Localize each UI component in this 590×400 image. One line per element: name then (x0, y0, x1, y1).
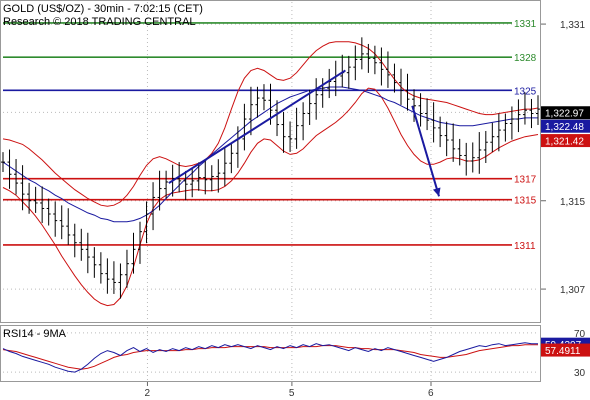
level-label-bg (512, 84, 540, 97)
level-label-bg (512, 172, 540, 185)
rsi-tick-label: 30 (574, 368, 586, 379)
level-label-1315: 1315 (514, 196, 537, 207)
trendline (168, 69, 346, 184)
rsi-box-bg (541, 343, 590, 357)
level-label-bg (512, 51, 540, 64)
y-tick-label: 1,331 (560, 20, 585, 31)
price-box-bg (541, 119, 590, 133)
forecast-arrow (411, 105, 440, 197)
chart-title: GOLD (US$/OZ) - 30min - 7:02:15 (CET) (3, 3, 203, 15)
level-label-1331: 1331 (514, 19, 537, 30)
level-label-1325: 1325 (514, 86, 537, 97)
rsi-tick-label: 70 (574, 329, 586, 340)
rsi-title: RSI14 - 9MA (3, 328, 67, 340)
bollinger-lower-line (2, 87, 539, 307)
bollinger-upper-line (2, 41, 539, 207)
level-label-1328: 1328 (514, 53, 537, 64)
price-box-label-0: 1,322.97 (545, 109, 584, 120)
level-label-bg (512, 16, 540, 29)
research-credit: Research © 2018 TRADING CENTRAL (3, 16, 196, 28)
level-label-1311: 1311 (514, 241, 536, 252)
level-label-bg (512, 238, 540, 251)
forecast-arrow-head (432, 187, 441, 197)
rsi-ma-line (2, 344, 538, 370)
x-tick-label: 6 (428, 388, 434, 399)
level-label-1317: 1317 (514, 175, 537, 186)
price-box-label-1: 1,322.48 (545, 122, 584, 133)
level-label-bg (512, 193, 540, 206)
x-tick-label: 5 (289, 388, 295, 399)
rsi-line (2, 342, 538, 373)
main-plot-frame (0, 0, 541, 323)
rsi-box-label-1: 57.4911 (545, 346, 581, 357)
rsi-plot-frame (0, 325, 541, 382)
y-tick-label: 1,315 (560, 197, 585, 208)
price-box-bg (541, 106, 590, 120)
y-tick-label: 1,307 (560, 285, 585, 296)
price-box-bg (541, 134, 590, 148)
price-box-label-2: 1,321.42 (545, 137, 584, 148)
x-tick-label: 2 (144, 388, 150, 399)
